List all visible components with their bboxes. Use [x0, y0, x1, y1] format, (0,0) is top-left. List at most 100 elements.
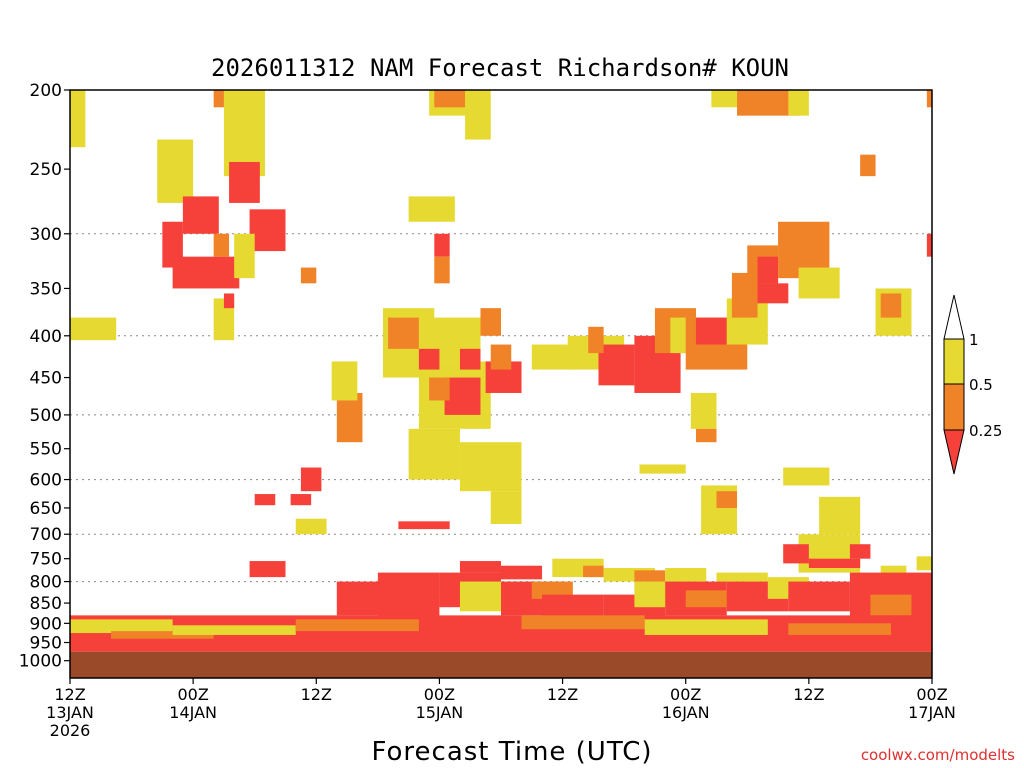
ri-cell-23	[434, 233, 450, 257]
ri-cell-52	[695, 317, 727, 345]
y-tick-label-500: 500	[30, 406, 62, 426]
x-tick-label-60-1: 00Z	[670, 685, 701, 704]
y-tick-label-1000: 1000	[19, 652, 62, 672]
ri-cell-74	[819, 496, 861, 535]
ri-cell-19	[408, 196, 455, 222]
x-tick-label-84-1: 00Z	[916, 685, 947, 704]
x-tick-label-0-2: 13JAN	[46, 703, 94, 722]
ri-cell-86	[634, 570, 666, 582]
ri-cell-35	[408, 428, 460, 480]
ri-cell-14	[300, 267, 317, 284]
ri-cell-56	[757, 256, 779, 284]
colorbar-label-0.5: 0.5	[969, 376, 993, 394]
x-tick-label-24-1: 12Z	[301, 685, 332, 704]
ri-cell-112	[788, 623, 891, 635]
x-axis-label: Forecast Time (UTC)	[371, 737, 652, 767]
ri-cell-11	[213, 298, 235, 341]
ri-cell-28	[444, 377, 481, 415]
x-tick-label-48-1: 12Z	[547, 685, 578, 704]
y-tick-label-600: 600	[30, 471, 62, 491]
ri-cell-30	[459, 348, 481, 370]
x-tick-label-72-1: 12Z	[793, 685, 824, 704]
ri-cell-111	[644, 619, 768, 635]
ri-cell-2	[157, 139, 194, 203]
ri-cell-76	[783, 544, 809, 564]
ri-cell-90	[377, 572, 440, 624]
ri-cell-68	[690, 392, 717, 429]
ri-cell-67	[926, 90, 932, 108]
ri-cell-18	[331, 361, 358, 401]
colorbar-bin-yellow	[943, 338, 965, 385]
ri-cell-78	[849, 544, 871, 559]
y-axis: 200 250 300 350 400 450 500 550 600 650 700 750 8008…	[19, 81, 70, 672]
ri-cell-36	[398, 521, 450, 530]
ri-cell-41	[290, 494, 312, 506]
ri-cell-63	[860, 154, 876, 177]
ri-cell-32	[490, 344, 512, 370]
x-tick-label-36-1: 00Z	[424, 685, 455, 704]
y-tick-label-450: 450	[30, 369, 62, 389]
ri-cell-1	[70, 317, 117, 341]
y-tick-label-900: 900	[30, 614, 62, 634]
ri-cell-4	[172, 256, 240, 289]
ground-layer	[70, 651, 932, 678]
colorbar-over-triangle	[943, 294, 965, 340]
ri-cell-27	[418, 348, 440, 370]
x-tick-label-0-3: 2026	[50, 721, 91, 740]
y-tick-label-950: 950	[30, 634, 62, 654]
ri-cell-72	[716, 491, 738, 508]
ri-cell-44	[531, 344, 573, 370]
ri-cell-108	[172, 625, 296, 635]
ri-cell-70	[639, 464, 686, 474]
colorbar-label-0.25: 0.25	[969, 422, 1002, 440]
ri-cell-42	[295, 518, 327, 535]
x-tick-label-0-1: 12Z	[54, 685, 85, 704]
ri-cell-0	[70, 90, 86, 148]
ri-cell-69	[695, 428, 717, 443]
ri-cell-87	[665, 568, 707, 582]
y-tick-label-650: 650	[30, 499, 62, 519]
ri-cell-66	[926, 233, 932, 257]
colorbar-under-triangle	[943, 429, 965, 475]
ri-cell-16	[388, 317, 419, 349]
ri-cell-9	[249, 209, 286, 252]
ri-cell-84	[583, 565, 604, 578]
ri-cell-104	[870, 594, 912, 616]
ri-cell-65	[880, 293, 902, 318]
y-tick-label-700: 700	[30, 525, 62, 545]
ri-cell-59	[798, 267, 840, 299]
ri-cell-13	[213, 90, 224, 108]
ri-cell-81	[459, 561, 501, 573]
ri-cell-109	[295, 619, 419, 632]
ri-cell-107	[111, 631, 214, 643]
ri-cell-10	[234, 233, 255, 279]
ri-cell-62	[788, 90, 809, 116]
ri-cell-6	[213, 233, 230, 257]
chart-title: 2026011312 NAM Forecast Richardson# KOUN	[211, 54, 789, 82]
ri-cell-77	[808, 558, 861, 569]
y-tick-label-550: 550	[30, 440, 62, 460]
colorbar-bin-orange	[943, 383, 965, 431]
ri-cell-24	[434, 256, 450, 284]
x-tick-label-84-2: 17JAN	[908, 703, 956, 722]
x-tick-label-12-2: 14JAN	[169, 703, 217, 722]
ri-cell-106	[70, 619, 173, 634]
x-tick-label-60-2: 16JAN	[662, 703, 710, 722]
ri-cell-82	[501, 565, 543, 580]
y-tick-label-200: 200	[30, 81, 62, 101]
richardson-cells	[70, 90, 932, 652]
ri-cell-88	[716, 572, 768, 582]
y-tick-label-300: 300	[30, 225, 62, 245]
ri-cell-73	[783, 467, 830, 486]
y-tick-label-400: 400	[30, 327, 62, 347]
plot-frame	[69, 89, 933, 679]
y-tick-label-350: 350	[30, 279, 62, 299]
ri-cell-46	[598, 344, 635, 386]
ri-cell-8	[229, 161, 260, 203]
ri-cell-21	[434, 90, 466, 108]
ri-cell-7	[223, 90, 265, 177]
y-tick-label-750: 750	[30, 550, 62, 570]
ri-cell-29	[429, 377, 450, 401]
